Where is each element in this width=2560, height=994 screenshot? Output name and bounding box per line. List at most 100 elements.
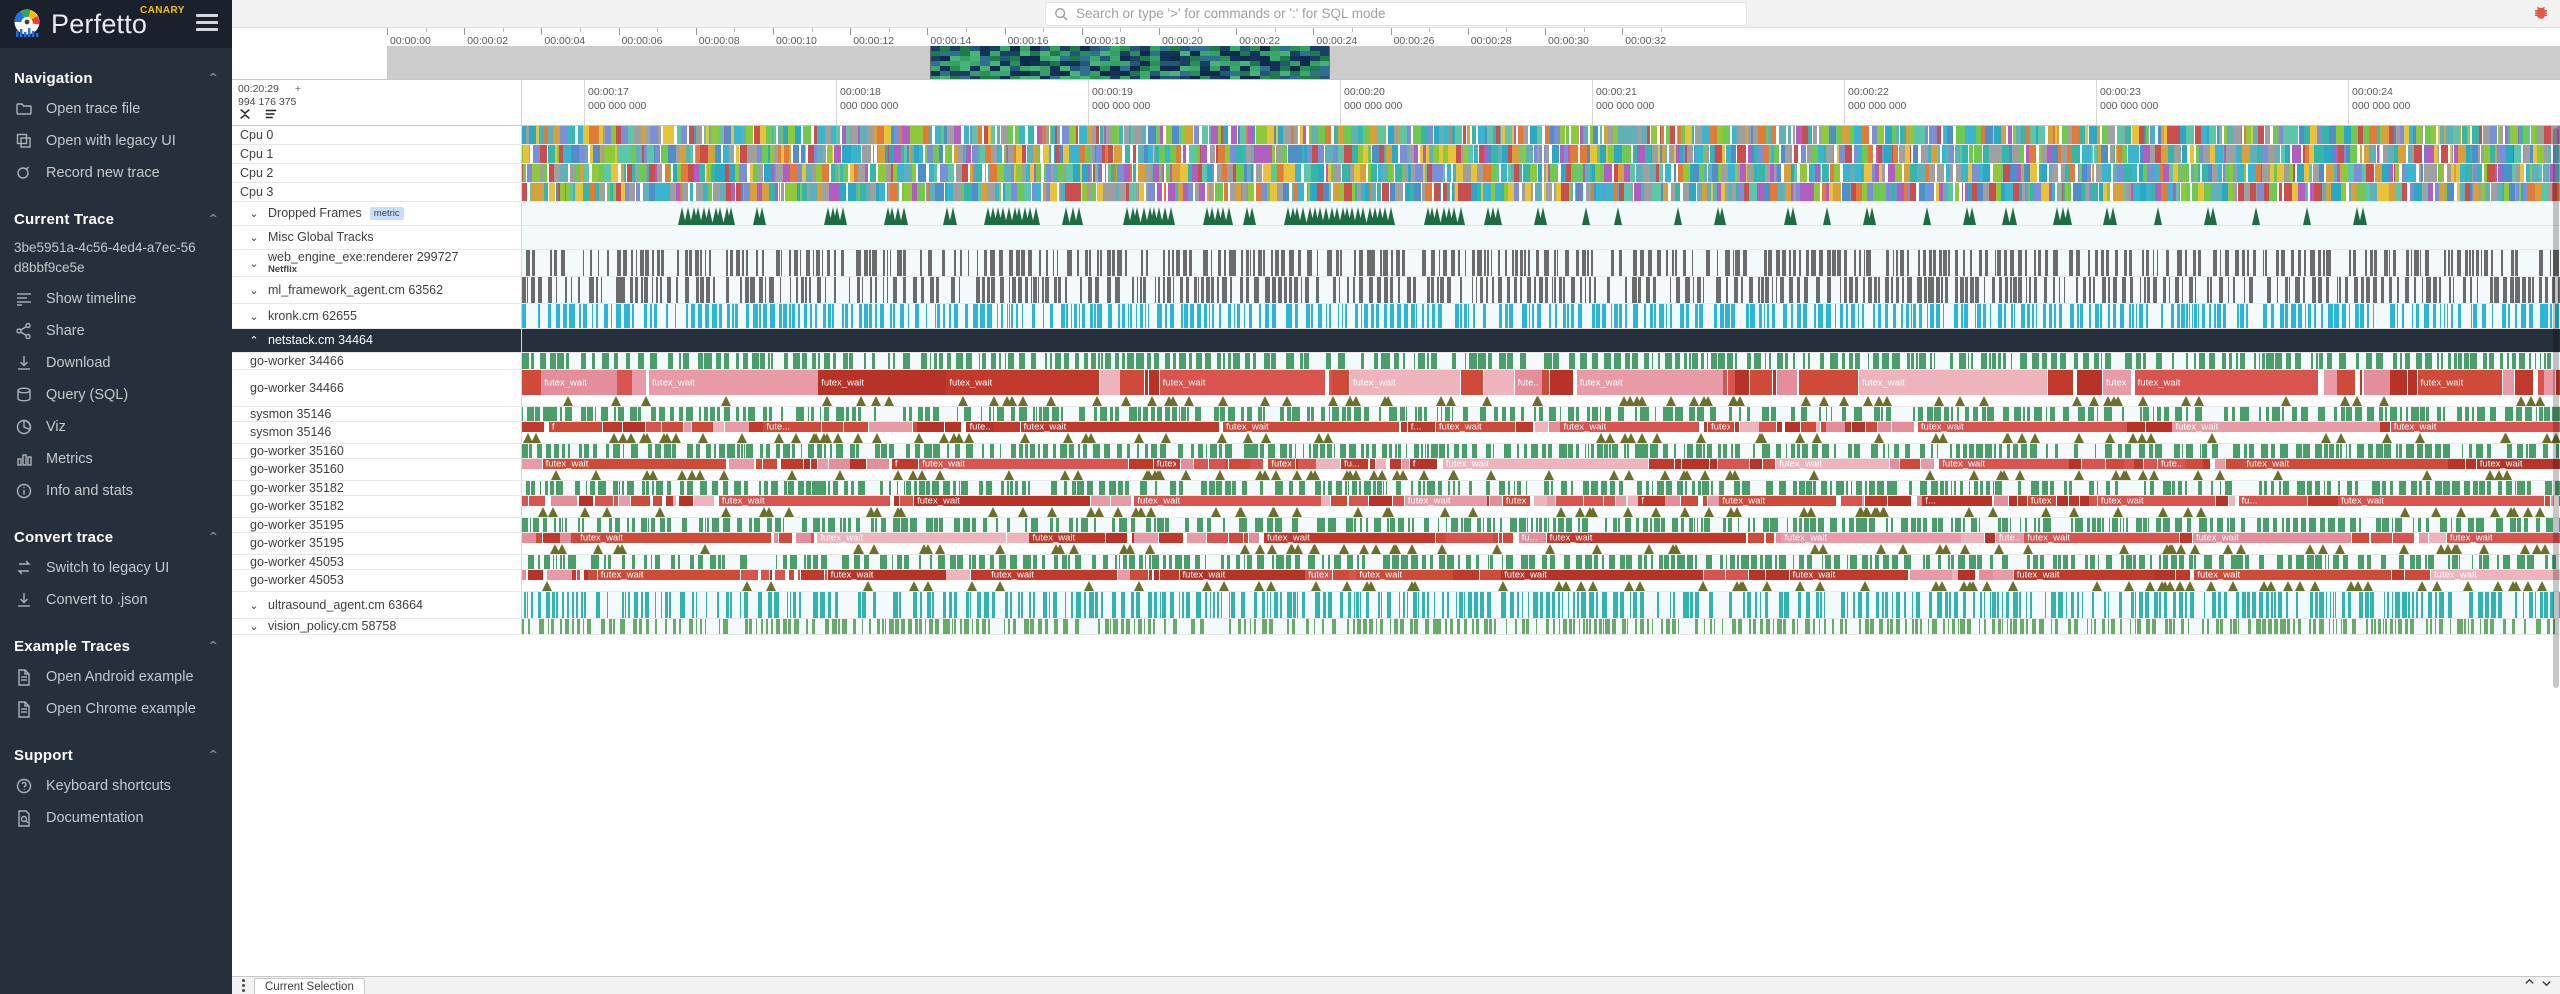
flow-arrow-marker[interactable]: [2175, 544, 2186, 554]
dropped-frame-marker[interactable]: [1293, 207, 1302, 225]
slice[interactable]: futex_wait: [1020, 422, 1220, 433]
chevron-down-icon[interactable]: ⌄: [249, 283, 259, 297]
flow-arrow-marker[interactable]: [1376, 470, 1387, 480]
dropped-frame-marker[interactable]: [983, 207, 992, 225]
dropped-frame-marker[interactable]: [828, 207, 837, 225]
flow-arrow-marker[interactable]: [2127, 433, 2138, 443]
flow-arrow-marker[interactable]: [958, 396, 969, 406]
dropped-frame-marker[interactable]: [716, 207, 725, 225]
flow-arrow-marker[interactable]: [2165, 581, 2176, 591]
flow-arrow-marker[interactable]: [916, 470, 927, 480]
slice[interactable]: [1851, 422, 1866, 432]
flow-arrow-marker[interactable]: [2002, 433, 2013, 443]
slice[interactable]: [1006, 533, 1029, 543]
flow-arrow-marker[interactable]: [1543, 470, 1554, 480]
slice[interactable]: futex_wait: [919, 459, 1129, 470]
flow-arrow-marker[interactable]: [2148, 470, 2159, 480]
slice[interactable]: futex_wait: [2417, 370, 2503, 395]
slice[interactable]: [1887, 496, 1912, 506]
slice[interactable]: [1159, 570, 1179, 580]
dropped-frame-marker[interactable]: [1315, 207, 1324, 225]
track-shell[interactable]: Cpu 0: [232, 126, 522, 144]
dropped-frame-marker[interactable]: [1613, 207, 1622, 225]
slice[interactable]: futex...: [1268, 459, 1295, 470]
chevron-down-icon[interactable]: ⌄: [249, 620, 259, 633]
track-canvas[interactable]: [522, 145, 2560, 163]
slice[interactable]: [2502, 370, 2515, 395]
slice[interactable]: [2057, 496, 2069, 506]
flow-arrow-marker[interactable]: [1623, 507, 1634, 517]
overview-minimap[interactable]: [387, 46, 2560, 79]
slice[interactable]: [1436, 533, 1446, 543]
flow-arrow-marker[interactable]: [2422, 470, 2433, 480]
slice[interactable]: [1704, 422, 1708, 432]
flow-arrow-marker[interactable]: [1678, 470, 1689, 480]
flow-arrow-marker[interactable]: [1086, 433, 1097, 443]
flow-arrow-marker[interactable]: [1161, 433, 1172, 443]
flow-arrow-marker[interactable]: [835, 470, 846, 480]
flow-arrow-marker[interactable]: [1254, 581, 1265, 591]
flow-arrow-marker[interactable]: [610, 396, 621, 406]
slice[interactable]: [844, 422, 869, 432]
flow-arrow-marker[interactable]: [1964, 507, 1975, 517]
slice[interactable]: [1649, 459, 1674, 469]
flow-arrow-marker[interactable]: [1555, 507, 1566, 517]
slice[interactable]: [1332, 370, 1350, 395]
flow-arrow-marker[interactable]: [1732, 507, 1743, 517]
flow-arrow-marker[interactable]: [537, 507, 548, 517]
slice[interactable]: f: [1409, 459, 1438, 470]
slice[interactable]: futex_wait: [718, 496, 890, 507]
slice[interactable]: [1961, 533, 1985, 543]
dropped-frame-marker[interactable]: [1004, 207, 1013, 225]
dropped-frame-marker[interactable]: [888, 207, 897, 225]
flow-arrow-marker[interactable]: [1210, 507, 1221, 517]
slice[interactable]: [1331, 496, 1347, 506]
track-canvas[interactable]: [522, 555, 2560, 569]
flow-arrow-marker[interactable]: [967, 581, 978, 591]
slice[interactable]: futex_wait: [2192, 533, 2351, 544]
flow-arrow-marker[interactable]: [2074, 470, 2085, 480]
slice[interactable]: futex_wait: [649, 370, 818, 395]
track-shell[interactable]: ⌄ kronk.cm 62655: [232, 304, 522, 328]
flow-arrow-marker[interactable]: [1800, 396, 1811, 406]
slice[interactable]: [1488, 370, 1505, 395]
dropped-frame-marker[interactable]: [2103, 207, 2112, 225]
flow-arrow-marker[interactable]: [2266, 581, 2277, 591]
slice[interactable]: [652, 496, 662, 506]
slice[interactable]: [2555, 370, 2560, 395]
track-canvas[interactable]: [522, 202, 2560, 225]
flow-arrow-marker[interactable]: [1133, 433, 1144, 443]
flow-arrow-marker[interactable]: [2124, 581, 2135, 591]
slice[interactable]: [1748, 533, 1765, 543]
sidebar-item-record-new-trace[interactable]: Record new trace: [0, 157, 232, 189]
slice[interactable]: [1349, 570, 1356, 580]
flow-arrow-marker[interactable]: [2196, 507, 2207, 517]
slice[interactable]: [1776, 422, 1782, 432]
flow-arrow-marker[interactable]: [1142, 470, 1153, 480]
dropped-frame-marker[interactable]: [1365, 207, 1374, 225]
flow-arrow-marker[interactable]: [1050, 544, 1061, 554]
track-row[interactable]: ⌄ vision_policy.cm 58758: [232, 619, 2560, 635]
flow-arrow-marker[interactable]: [1698, 581, 1709, 591]
track-canvas[interactable]: futex_wait futex_wait futex_wait futex_wait…: [522, 370, 2560, 406]
dropped-frame-marker[interactable]: [1868, 207, 1877, 225]
flow-arrow-marker[interactable]: [1419, 470, 1430, 480]
sidebar-section-header[interactable]: Support ^: [0, 739, 232, 770]
track-canvas[interactable]: [522, 619, 2560, 634]
slice[interactable]: [1772, 370, 1776, 395]
flow-arrow-marker[interactable]: [1805, 507, 1816, 517]
slice[interactable]: [822, 422, 844, 432]
dropped-frame-marker[interactable]: [1439, 207, 1448, 225]
slice[interactable]: futex_wait: [1560, 422, 1700, 433]
slice[interactable]: [1148, 570, 1152, 580]
flow-arrow-marker[interactable]: [914, 433, 925, 443]
sidebar-section-header[interactable]: Example Traces ^: [0, 630, 232, 661]
flow-arrow-marker[interactable]: [1327, 396, 1338, 406]
slice[interactable]: futex_wait: [1917, 422, 2127, 433]
dropped-frame-marker[interactable]: [1074, 207, 1083, 225]
dropped-frame-marker[interactable]: [1122, 207, 1131, 225]
flow-arrow-marker[interactable]: [1018, 396, 1028, 406]
flow-arrow-marker[interactable]: [1874, 396, 1885, 406]
track-canvas[interactable]: futex_wait futex_wait futex_wait futex_wait…: [522, 570, 2560, 591]
slice[interactable]: [1921, 459, 1935, 469]
